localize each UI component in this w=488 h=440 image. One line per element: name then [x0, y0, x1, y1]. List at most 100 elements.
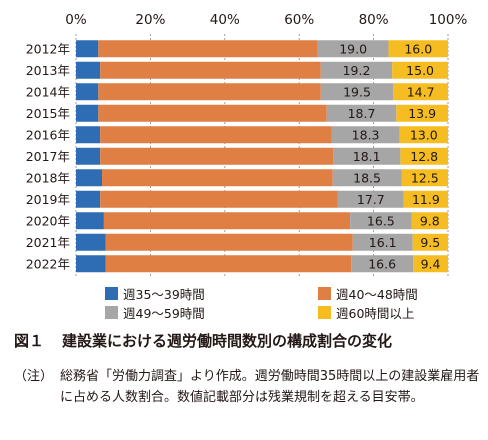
figure-number: 図１: [14, 332, 45, 350]
legend-label: 週40〜48時間: [336, 286, 418, 302]
data-label: 12.5: [411, 170, 439, 185]
bar-segment: [100, 61, 321, 79]
y-category-label: 2018年: [26, 170, 70, 185]
legend-label: 週49〜59時間: [123, 305, 205, 321]
footnote: （注） 総務省「労働力調査」より作成。週労働時間35時間以上の建設業雇用者に占め…: [14, 366, 484, 408]
legend-swatch: [318, 286, 331, 300]
legend: 週35〜39時間 週40〜48時間週49〜59時間 週60時間以上: [0, 282, 488, 322]
y-category-label: 2020年: [26, 213, 70, 228]
data-label: 14.7: [407, 84, 435, 99]
y-category-label: 2013年: [26, 63, 70, 78]
data-label: 15.0: [406, 63, 434, 78]
bar-segment: [333, 147, 401, 165]
bar-segment: [320, 83, 394, 101]
bar-segment: [413, 255, 448, 273]
bar-segment: [332, 169, 402, 187]
bar-segment: [76, 126, 101, 144]
data-label: 16.0: [404, 41, 432, 56]
bar-segment: [400, 147, 448, 165]
bar-segment: [105, 233, 353, 251]
bar-segment: [102, 169, 333, 187]
bar-segment: [393, 83, 448, 101]
data-label: 9.8: [420, 213, 440, 228]
bar-segment: [105, 255, 352, 273]
bar-segment: [399, 126, 448, 144]
bar-segment: [76, 190, 101, 208]
y-category-label: 2012年: [26, 41, 70, 56]
data-label: 16.1: [369, 235, 397, 250]
data-label: 18.5: [353, 170, 381, 185]
bar-segment: [98, 104, 327, 122]
bar-segment: [76, 83, 99, 101]
bar-segment: [76, 233, 106, 251]
legend-swatch: [105, 305, 118, 319]
bar-segment: [350, 212, 412, 230]
y-category-label: 2017年: [26, 149, 70, 164]
y-category-label: 2021年: [26, 235, 70, 250]
bar-segment: [351, 255, 414, 273]
y-category-label: 2015年: [26, 106, 70, 121]
x-tick-label: 80%: [359, 12, 389, 28]
bar-segment: [98, 40, 318, 58]
x-tick-label: 0%: [65, 12, 87, 28]
y-axis-categories: 2012年 2013年 2014年 2015年 2016年 2017年 2018年 2019年…: [26, 41, 70, 271]
data-label: 12.8: [410, 149, 438, 164]
footnote-text: 総務省「労働力調査」より作成。週労働時間35時間以上の建設業雇用者に占める人数割…: [60, 369, 480, 405]
data-label: 9.5: [420, 235, 440, 250]
y-category-label: 2019年: [26, 192, 70, 207]
data-label: 19.2: [343, 63, 371, 78]
data-label: 9.4: [421, 256, 441, 271]
legend-item: 週60時間以上: [318, 303, 414, 321]
data-label: 19.0: [339, 41, 367, 56]
legend-label: 週35〜39時間: [123, 286, 205, 302]
bar-segment: [412, 233, 448, 251]
figure-caption: 図１ 建設業における週労働時間数別の構成割合の変化: [14, 330, 484, 351]
bar-segment: [396, 104, 448, 122]
bar-segment: [326, 104, 397, 122]
bar-segment: [100, 126, 332, 144]
legend-item: 週49〜59時間: [105, 303, 205, 321]
data-label: 17.7: [357, 192, 385, 207]
bar-segment: [388, 40, 448, 58]
bar-segment: [76, 255, 106, 273]
bar-segment: [403, 190, 448, 208]
bar-segment: [76, 40, 99, 58]
x-tick-label: 20%: [135, 12, 165, 28]
bar-segment: [392, 61, 448, 79]
y-category-label: 2022年: [26, 256, 70, 271]
bar-segment: [76, 61, 101, 79]
bar-segment: [76, 104, 99, 122]
bar-segment: [76, 147, 101, 165]
data-label: 11.9: [412, 192, 440, 207]
stacked-bar-chart: 0% 20% 40% 60% 80% 100% 2012年2013年2014年2015年2…: [26, 12, 467, 277]
bars: [76, 40, 448, 273]
data-label: 18.3: [352, 127, 380, 142]
data-label: 18.7: [348, 106, 376, 121]
bar-segment: [337, 190, 404, 208]
data-label: 16.5: [367, 213, 395, 228]
footnote-label: （注）: [14, 369, 54, 384]
data-label: 13.9: [408, 106, 436, 121]
bar-segment: [320, 61, 393, 79]
x-axis-ticks: 0% 20% 40% 60% 80% 100%: [65, 12, 467, 28]
x-tick-label: 60%: [284, 12, 314, 28]
x-tick-label: 100%: [429, 12, 468, 28]
bar-segment: [401, 169, 448, 187]
bar-segment: [331, 126, 400, 144]
legend-label: 週60時間以上: [336, 305, 415, 321]
bar-segment: [100, 190, 338, 208]
data-label: 16.6: [368, 256, 396, 271]
figure-title: 建設業における週労働時間数別の構成割合の変化: [62, 332, 393, 350]
bar-segment: [352, 233, 413, 251]
legend-swatch: [318, 305, 331, 319]
bar-segment: [76, 212, 104, 230]
legend-item: 週40〜48時間: [318, 284, 418, 302]
bar-segment: [103, 212, 351, 230]
y-category-label: 2014年: [26, 84, 70, 99]
bar-segment: [411, 212, 448, 230]
legend-swatch: [105, 286, 118, 300]
bar-segment: [100, 147, 334, 165]
bar-segment: [76, 169, 103, 187]
data-label: 19.5: [343, 84, 371, 99]
data-label: 13.0: [410, 127, 438, 142]
